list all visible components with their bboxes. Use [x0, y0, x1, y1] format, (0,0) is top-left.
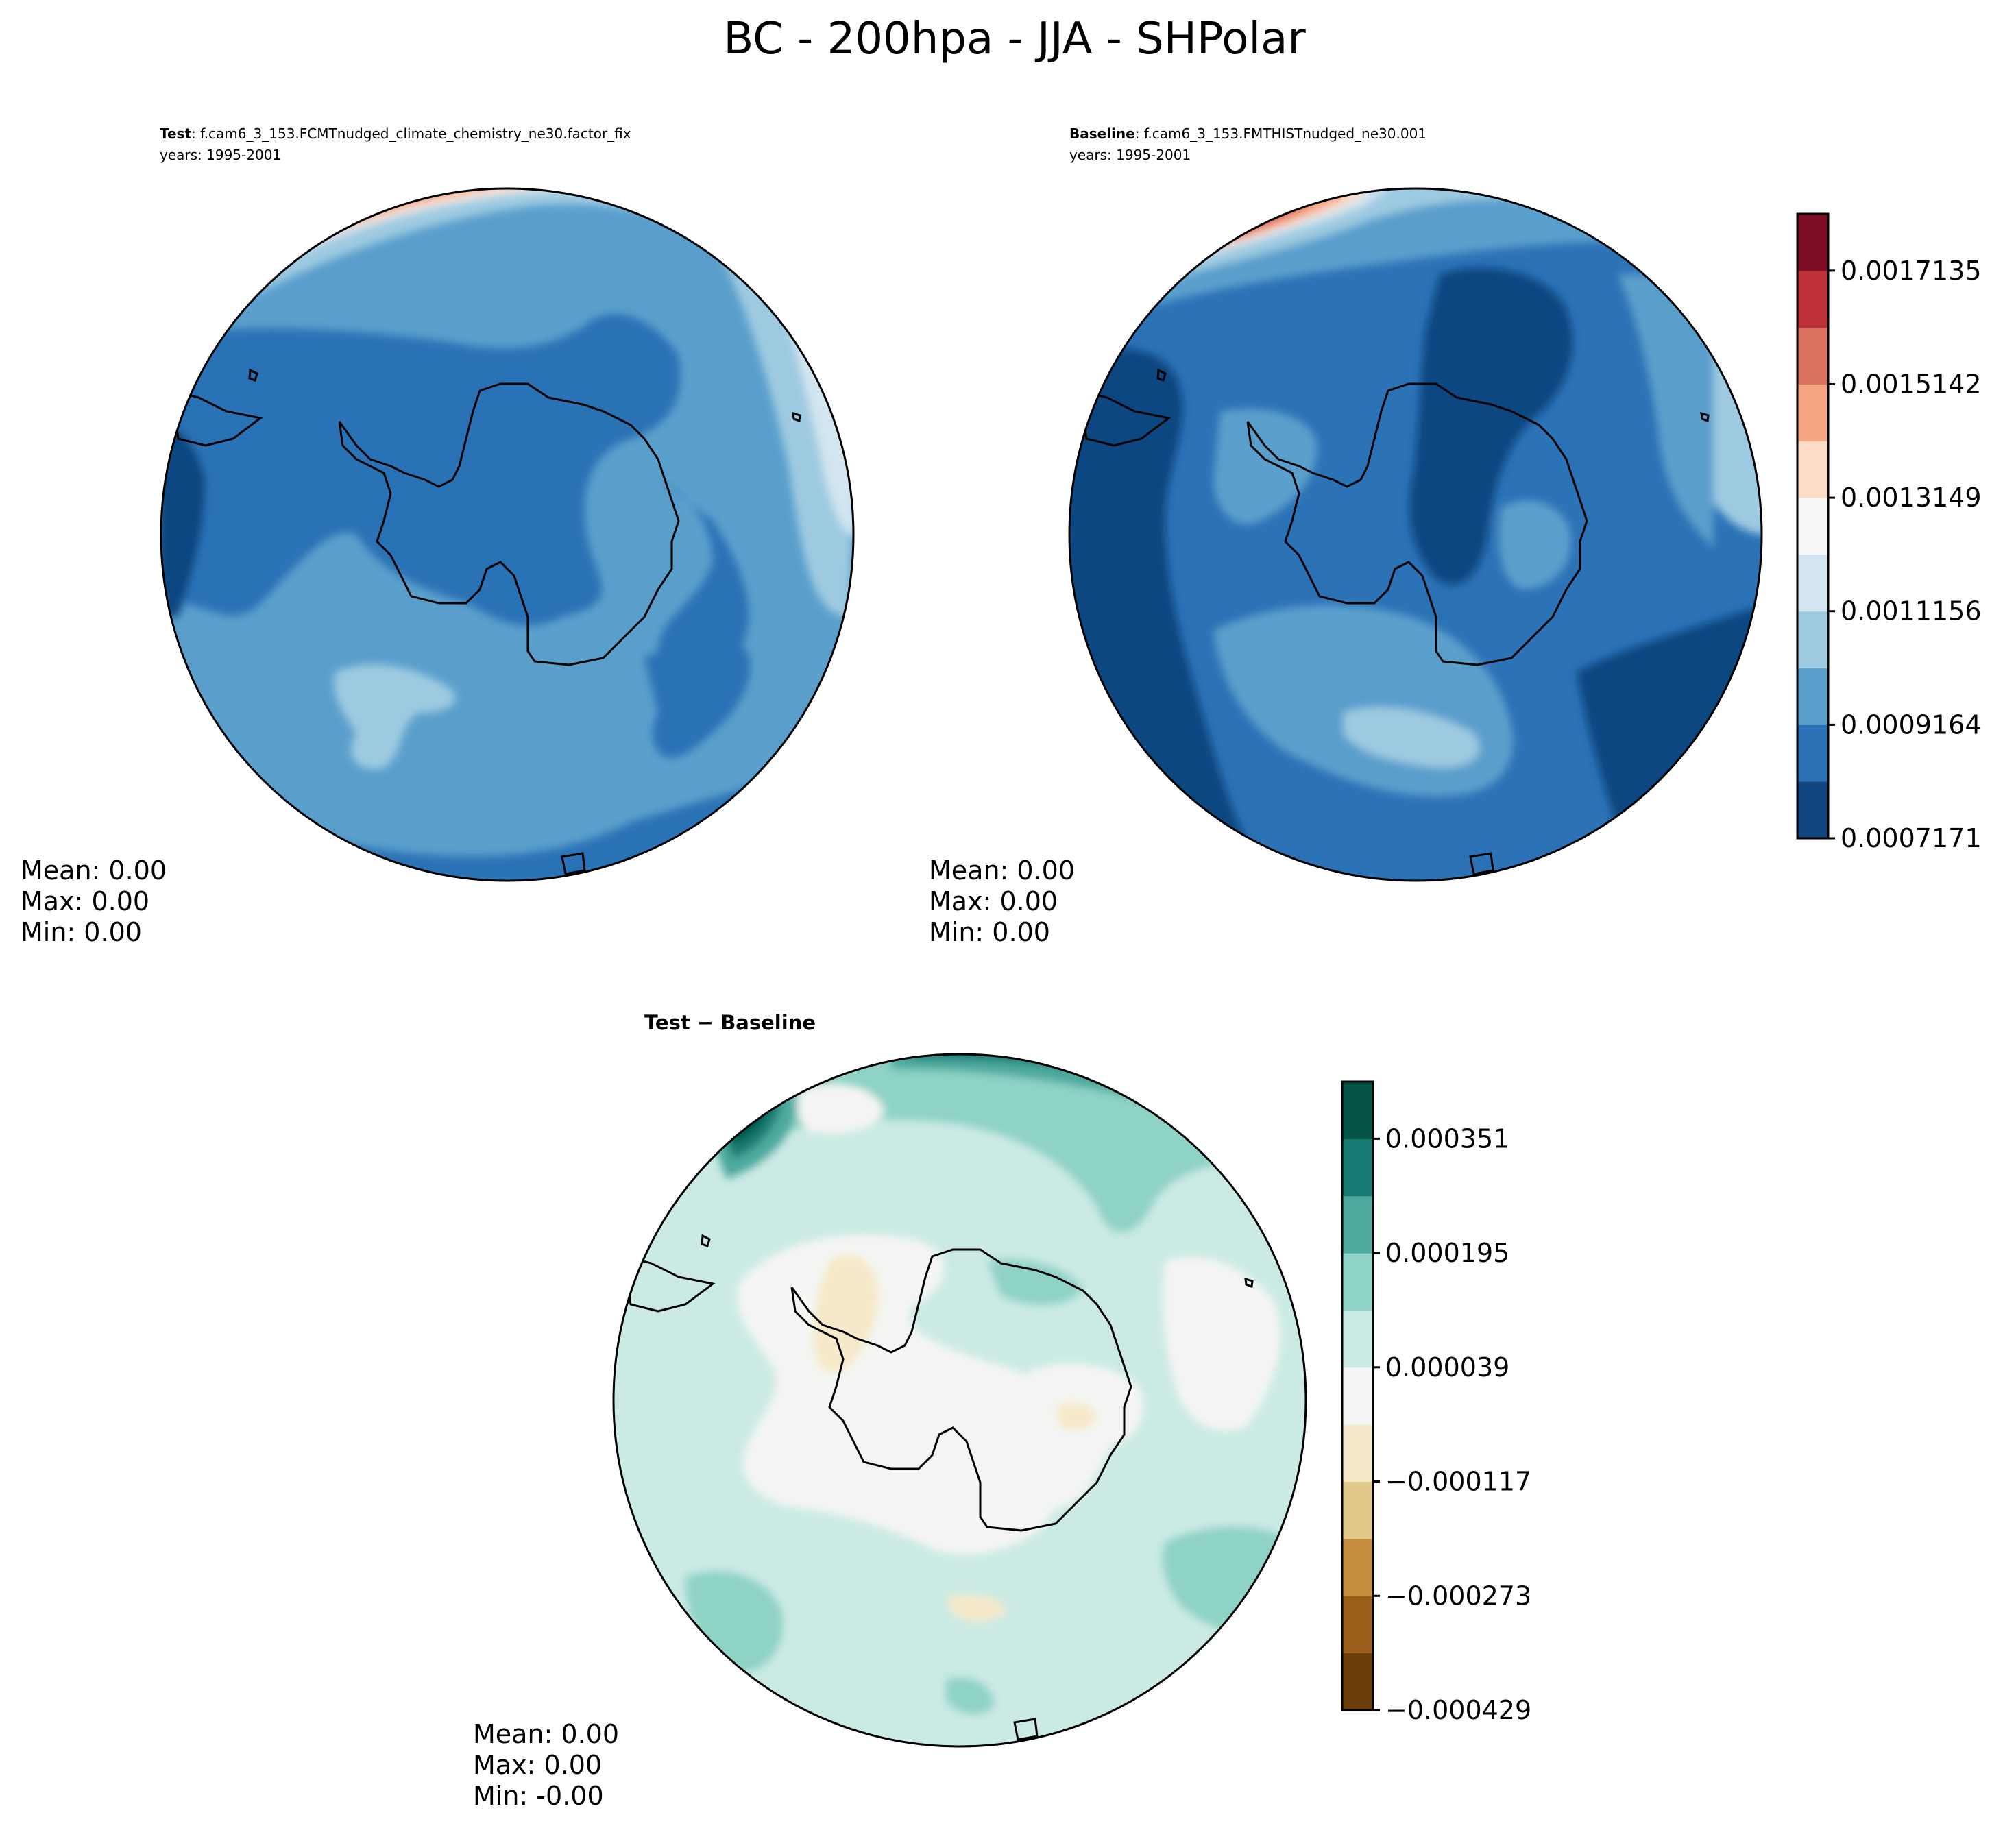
colorbar-swatch	[1797, 724, 1828, 782]
colorbar-swatch	[1797, 498, 1828, 555]
colorbar-swatch	[1797, 554, 1828, 612]
figure-title: BC - 200hpa - JJA - SHPolar	[723, 14, 1306, 64]
difference-map	[614, 1054, 1306, 1746]
colorbar-swatch	[1342, 1653, 1373, 1711]
test-stat-mean: Mean: 0.00	[21, 855, 167, 886]
colorbar-tick-label: 0.000351	[1385, 1123, 1509, 1154]
colorbar-tick-label: 0.0017135	[1841, 256, 1982, 286]
test-stat-max: Max: 0.00	[21, 886, 149, 916]
colorbar-tick-label: 0.000195	[1385, 1238, 1509, 1268]
colorbar-swatch	[1342, 1481, 1373, 1539]
colorbar-swatch	[1342, 1195, 1373, 1254]
colorbar-tick-label: −0.000429	[1385, 1695, 1531, 1725]
colorbar-swatch	[1342, 1253, 1373, 1311]
difference-stat-min: Min: -0.00	[473, 1781, 604, 1811]
colorbar-swatch	[1797, 384, 1828, 441]
colorbar-swatch	[1342, 1082, 1373, 1139]
colorbar-tick-label: −0.000273	[1385, 1581, 1531, 1611]
baseline-stat-min: Min: 0.00	[929, 917, 1050, 947]
colorbar-tick-label: 0.0015142	[1841, 369, 1982, 399]
colorbar-frame	[1796, 212, 1830, 840]
colorbar-tick-label: 0.0009164	[1841, 709, 1982, 740]
baseline-stat-max: Max: 0.00	[929, 886, 1058, 916]
colorbar-swatch	[1342, 1424, 1373, 1483]
baseline-panel-label: Baseline: f.cam6_3_153.FMTHISTnudged_ne3…	[1069, 125, 1426, 142]
test-panel: Test: f.cam6_3_153.FCMTnudged_climate_ch…	[21, 125, 855, 947]
baseline-stat-mean: Mean: 0.00	[929, 855, 1075, 886]
colorbar-swatch	[1342, 1538, 1373, 1596]
baseline-map-boundary	[1068, 187, 1763, 882]
colorbar-swatch	[1342, 1367, 1373, 1425]
difference-stat-max: Max: 0.00	[473, 1750, 602, 1780]
colorbar-tick-label: −0.000117	[1385, 1467, 1531, 1497]
colorbar-swatch	[1797, 668, 1828, 725]
difference-panel-title: Test − Baseline	[644, 1011, 816, 1034]
difference-panel: Test − Baseline	[473, 1011, 1531, 1811]
test-map-boundary	[160, 187, 855, 882]
baseline-coastline	[1078, 382, 1588, 666]
baseline-panel: Baseline: f.cam6_3_153.FMTHISTnudged_ne3…	[929, 125, 1982, 947]
colorbar-swatch	[1342, 1138, 1373, 1197]
test-panel-label: Test: f.cam6_3_153.FCMTnudged_climate_ch…	[160, 125, 631, 142]
difference-colorbar: −0.000429 −0.000273 −0.000117 0.000039 0.000…	[1341, 1080, 1531, 1725]
baseline-panel-years: years: 1995-2001	[1069, 147, 1191, 163]
colorbar-swatch	[1342, 1310, 1373, 1368]
colorbar-frame	[1341, 1080, 1374, 1711]
colorbar-swatch	[1797, 611, 1828, 669]
difference-coastline	[622, 1248, 1132, 1532]
colorbar-swatch	[1797, 441, 1828, 498]
difference-stat-mean: Mean: 0.00	[473, 1719, 619, 1749]
colorbar-tick-label: 0.0007171	[1841, 823, 1982, 853]
test-stat-min: Min: 0.00	[21, 917, 142, 947]
test-panel-years: years: 1995-2001	[160, 147, 281, 163]
baseline-colorbar: 0.0007171 0.0009164 0.0011156 0.0013149 0.00…	[1796, 212, 1982, 853]
colorbar-swatch	[1797, 327, 1828, 385]
difference-map-boundary	[612, 1053, 1307, 1748]
test-coastline	[170, 382, 680, 666]
colorbar-tick-label: 0.0011156	[1841, 596, 1982, 626]
colorbar-swatch	[1797, 270, 1828, 328]
colorbar-tick-label: 0.000039	[1385, 1352, 1509, 1382]
colorbar-tick-label: 0.0013149	[1841, 483, 1982, 513]
colorbar-swatch	[1797, 214, 1828, 271]
colorbar-swatch	[1342, 1596, 1373, 1654]
colorbar-swatch	[1797, 781, 1828, 839]
